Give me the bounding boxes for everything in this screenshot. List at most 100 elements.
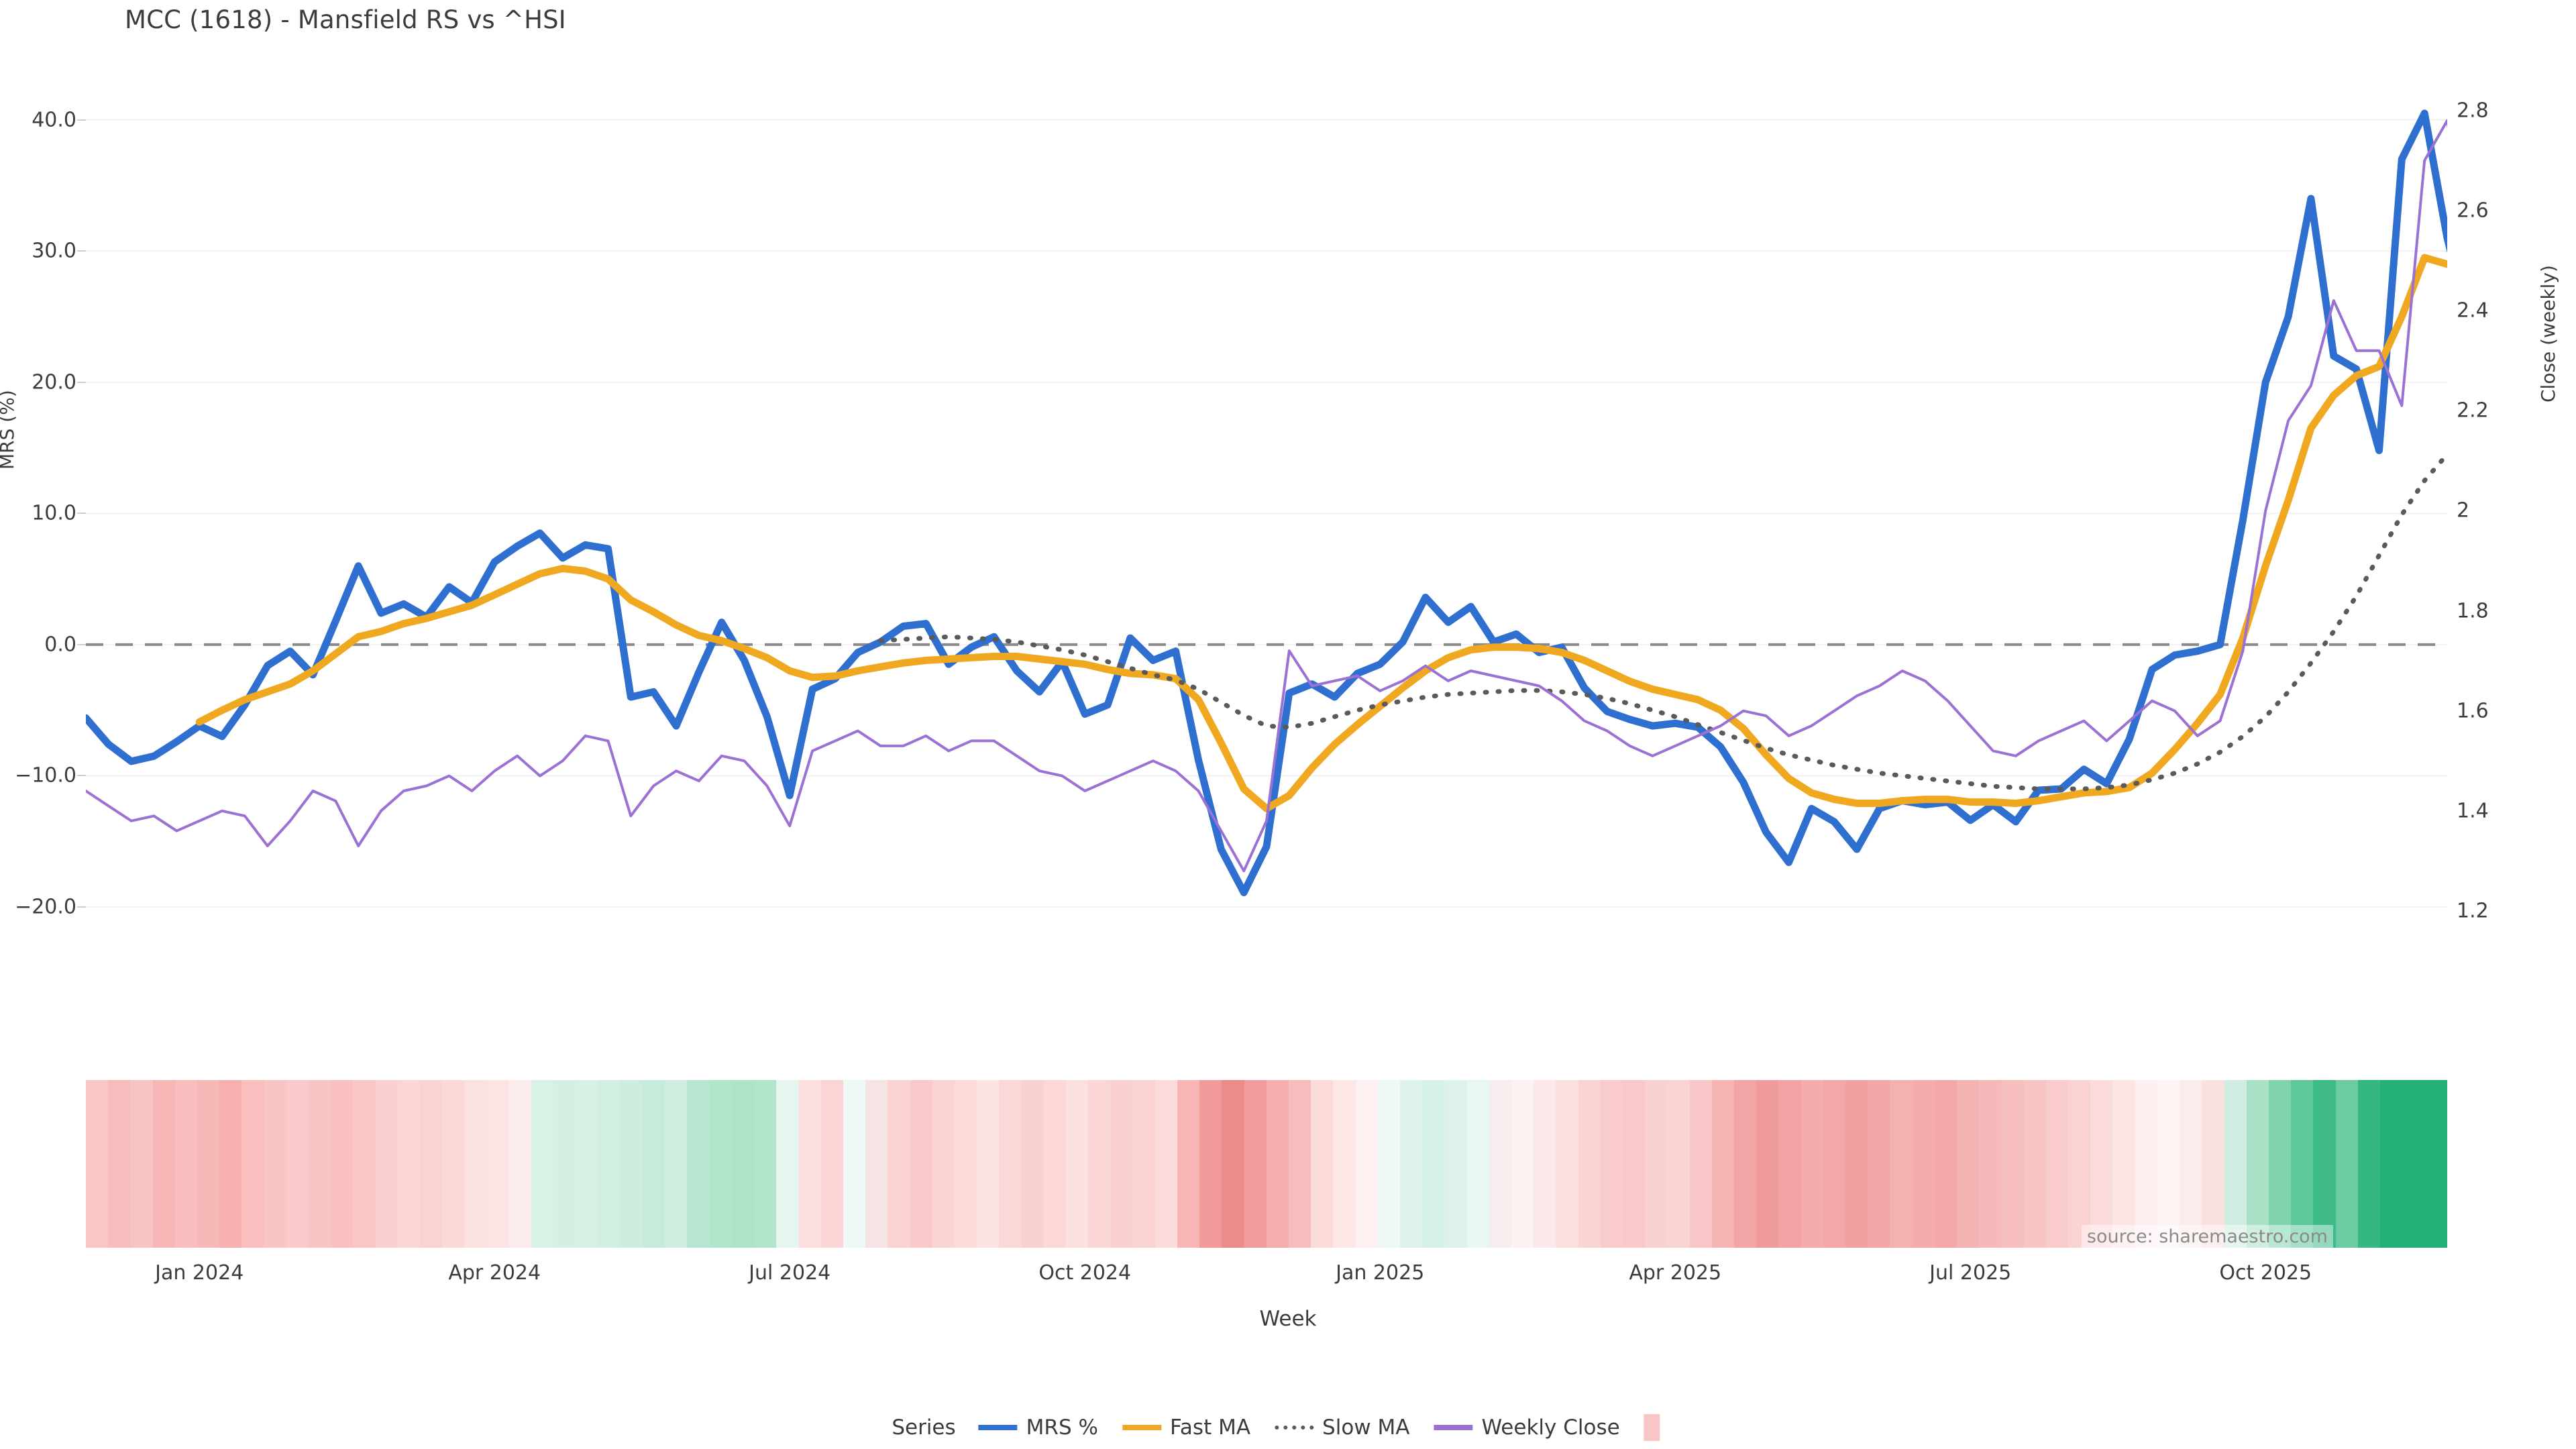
y-axis-left-tick-mark	[77, 119, 86, 121]
heat-strip-cell	[1377, 1080, 1400, 1248]
heat-strip-cell	[1801, 1080, 1823, 1248]
heat-strip-cell	[2224, 1080, 2247, 1248]
heat-strip-cell	[286, 1080, 309, 1248]
mrs-heat-strip	[86, 1080, 2447, 1248]
heat-strip-cell	[798, 1080, 821, 1248]
heat-strip-cell	[442, 1080, 465, 1248]
heat-strip-cell	[1756, 1080, 1779, 1248]
heat-strip-cell	[464, 1080, 487, 1248]
chart-title: MCC (1618) - Mansfield RS vs ^HSI	[125, 5, 566, 34]
heat-strip-cell	[331, 1080, 354, 1248]
legend-label: Slow MA	[1322, 1415, 1410, 1440]
x-axis-tick: Jan 2025	[1336, 1261, 1425, 1285]
heat-strip-cell	[776, 1080, 799, 1248]
heat-strip-cell	[2090, 1080, 2113, 1248]
heat-strip-cell	[888, 1080, 910, 1248]
legend-item[interactable]: MRS %	[978, 1415, 1098, 1440]
y-axis-left-tick-mark	[77, 250, 86, 252]
heat-strip-cell	[2202, 1080, 2224, 1248]
heat-strip-cell	[2379, 1080, 2403, 1248]
heat-strip-cell	[1333, 1080, 1356, 1248]
heat-strip-cell	[2402, 1080, 2425, 1248]
heat-strip-cell	[1132, 1080, 1155, 1248]
heat-strip-cell	[1845, 1080, 1868, 1248]
legend-label: Fast MA	[1169, 1415, 1251, 1440]
x-axis-tick: Apr 2025	[1629, 1261, 1722, 1285]
heat-strip-cell	[1288, 1080, 1311, 1248]
heat-strip-cell	[420, 1080, 443, 1248]
heat-strip-cell	[2068, 1080, 2091, 1248]
heat-strip-cell	[2424, 1080, 2447, 1248]
heat-strip-cell	[2157, 1080, 2180, 1248]
heat-strip-cell	[910, 1080, 932, 1248]
heat-strip-cell	[932, 1080, 955, 1248]
heat-strip-cell	[1088, 1080, 1111, 1248]
heat-strip-cell	[1511, 1080, 1534, 1248]
x-axis-tick: Oct 2024	[1038, 1261, 1132, 1285]
heat-strip-cell	[977, 1080, 1000, 1248]
heat-strip-cell	[1311, 1080, 1334, 1248]
x-axis-tick: Apr 2024	[448, 1261, 541, 1285]
y-axis-right-tick: 2.4	[2457, 299, 2489, 323]
y-axis-right-tick: 2.6	[2457, 199, 2489, 223]
heat-strip-cell	[665, 1080, 688, 1248]
legend-swatch-line	[1122, 1425, 1161, 1430]
heat-strip-cell	[174, 1080, 198, 1248]
heat-strip-cell	[1689, 1080, 1712, 1248]
series-line-slow-ma	[878, 451, 2447, 792]
heat-strip-cell	[264, 1080, 286, 1248]
x-axis-tick: Jul 2024	[749, 1261, 831, 1285]
x-axis-tick: Oct 2025	[2219, 1261, 2312, 1285]
legend-item[interactable]: Slow MA	[1275, 1415, 1409, 1440]
y-axis-left-tick: 30.0	[32, 239, 76, 263]
legend-label: Weekly Close	[1481, 1415, 1620, 1440]
heat-strip-cell	[2180, 1080, 2202, 1248]
heat-strip-cell	[1778, 1080, 1801, 1248]
heat-strip-cell	[1266, 1080, 1289, 1248]
heat-strip-cell	[108, 1080, 131, 1248]
legend-item[interactable]: Weekly Close	[1434, 1415, 1620, 1440]
y-axis-left-label: MRS (%)	[0, 390, 18, 470]
heat-strip-cell	[820, 1080, 843, 1248]
heat-strip-cell	[1466, 1080, 1489, 1248]
legend-swatch-line	[978, 1425, 1018, 1430]
heat-strip-cell	[2112, 1080, 2135, 1248]
heat-strip-cell	[1199, 1080, 1222, 1248]
heat-strip-cell	[865, 1080, 888, 1248]
y-axis-right-tick: 1.4	[2457, 799, 2489, 823]
y-axis-left-tick-mark	[77, 906, 86, 908]
heat-strip-cell	[2135, 1080, 2157, 1248]
x-axis-label: Week	[1259, 1307, 1317, 1331]
heat-strip-cell	[1934, 1080, 1957, 1248]
legend-item[interactable]: Fast MA	[1122, 1415, 1250, 1440]
heat-strip-cell	[197, 1080, 220, 1248]
heat-strip-cell	[754, 1080, 777, 1248]
heat-strip-cell	[1021, 1080, 1044, 1248]
y-axis-right-tick: 1.6	[2457, 699, 2489, 723]
legend-swatch-line	[1275, 1426, 1314, 1430]
y-axis-right-label: Close (weekly)	[2537, 265, 2559, 402]
y-axis-left-tick: 10.0	[32, 501, 76, 525]
y-axis-right-tick: 2.2	[2457, 398, 2489, 423]
legend-item[interactable]	[1644, 1414, 1660, 1441]
y-axis-right-tick: 1.8	[2457, 599, 2489, 623]
heat-strip-cell	[1823, 1080, 1846, 1248]
heat-strip-cell	[2291, 1080, 2314, 1248]
heat-strip-cell	[1444, 1080, 1467, 1248]
heat-strip-cell	[2268, 1080, 2292, 1248]
heat-strip-cell	[1623, 1080, 1646, 1248]
heat-strip-cell	[1355, 1080, 1378, 1248]
plot-area	[86, 80, 2447, 966]
y-axis-left-tick-mark	[77, 381, 86, 383]
chart-legend: Series MRS % Fast MA Slow MA Weekly Close	[892, 1414, 1684, 1441]
y-axis-left-tick-mark	[77, 643, 86, 645]
x-axis-tick: Jan 2024	[155, 1261, 244, 1285]
heat-strip-cell	[1711, 1080, 1735, 1248]
heat-strip-cell	[2246, 1080, 2269, 1248]
heat-strip-cell	[2357, 1080, 2380, 1248]
heat-strip-cell	[531, 1080, 554, 1248]
legend-swatch-line	[1434, 1425, 1473, 1430]
legend-swatch-heat	[1644, 1414, 1660, 1441]
heat-strip-cell	[2045, 1080, 2069, 1248]
heat-strip-cell	[1222, 1080, 1244, 1248]
